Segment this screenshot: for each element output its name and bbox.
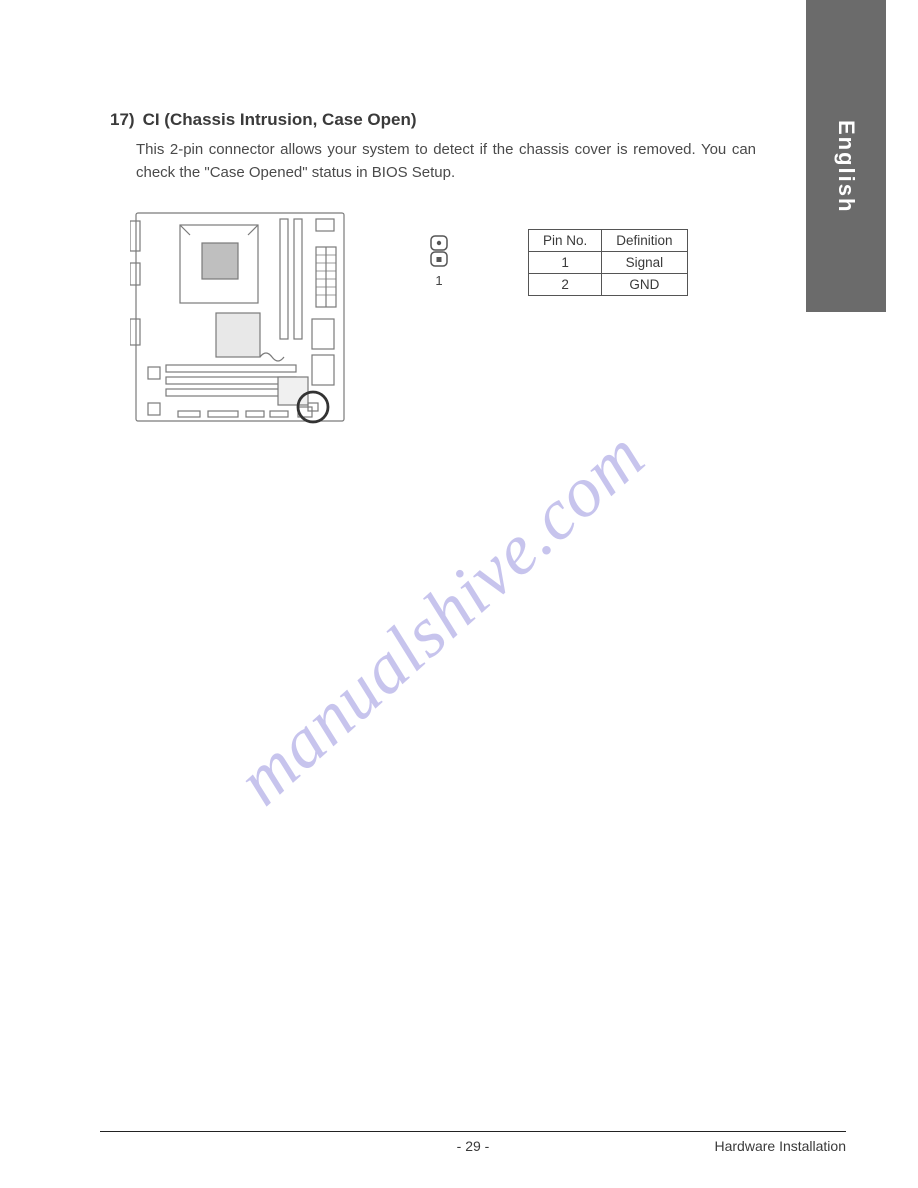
pin-table: Pin No. Definition 1 Signal 2 GND — [528, 229, 688, 296]
table-header: Pin No. — [529, 229, 602, 251]
connector-icon — [430, 235, 448, 269]
table-cell: Signal — [602, 251, 687, 273]
page-number: - 29 - — [457, 1138, 490, 1154]
table-cell: 2 — [529, 273, 602, 295]
footer-section: Hardware Installation — [714, 1138, 846, 1154]
footer: - 29 - Hardware Installation — [100, 1131, 846, 1154]
footer-rule — [100, 1131, 846, 1132]
table-cell: GND — [602, 273, 687, 295]
table-cell: 1 — [529, 251, 602, 273]
table-row: 2 GND — [529, 273, 688, 295]
connector-detail: 1 — [430, 235, 448, 288]
connector-pin1-label: 1 — [435, 273, 442, 288]
section-number: 17) — [110, 110, 135, 130]
motherboard-diagram — [130, 207, 350, 427]
content-row: 1 Pin No. Definition 1 Signal 2 GND — [130, 207, 838, 427]
section-body: This 2-pin connector allows your system … — [136, 138, 756, 185]
language-tab: English — [806, 0, 886, 312]
language-tab-label: English — [833, 120, 859, 213]
section-heading: 17) CI (Chassis Intrusion, Case Open) — [110, 110, 838, 130]
table-row: 1 Signal — [529, 251, 688, 273]
section-title: CI (Chassis Intrusion, Case Open) — [143, 110, 417, 130]
table-header: Definition — [602, 229, 687, 251]
table-header-row: Pin No. Definition — [529, 229, 688, 251]
section: 17) CI (Chassis Intrusion, Case Open) Th… — [110, 110, 838, 185]
watermark: manualshive.com — [221, 414, 661, 822]
